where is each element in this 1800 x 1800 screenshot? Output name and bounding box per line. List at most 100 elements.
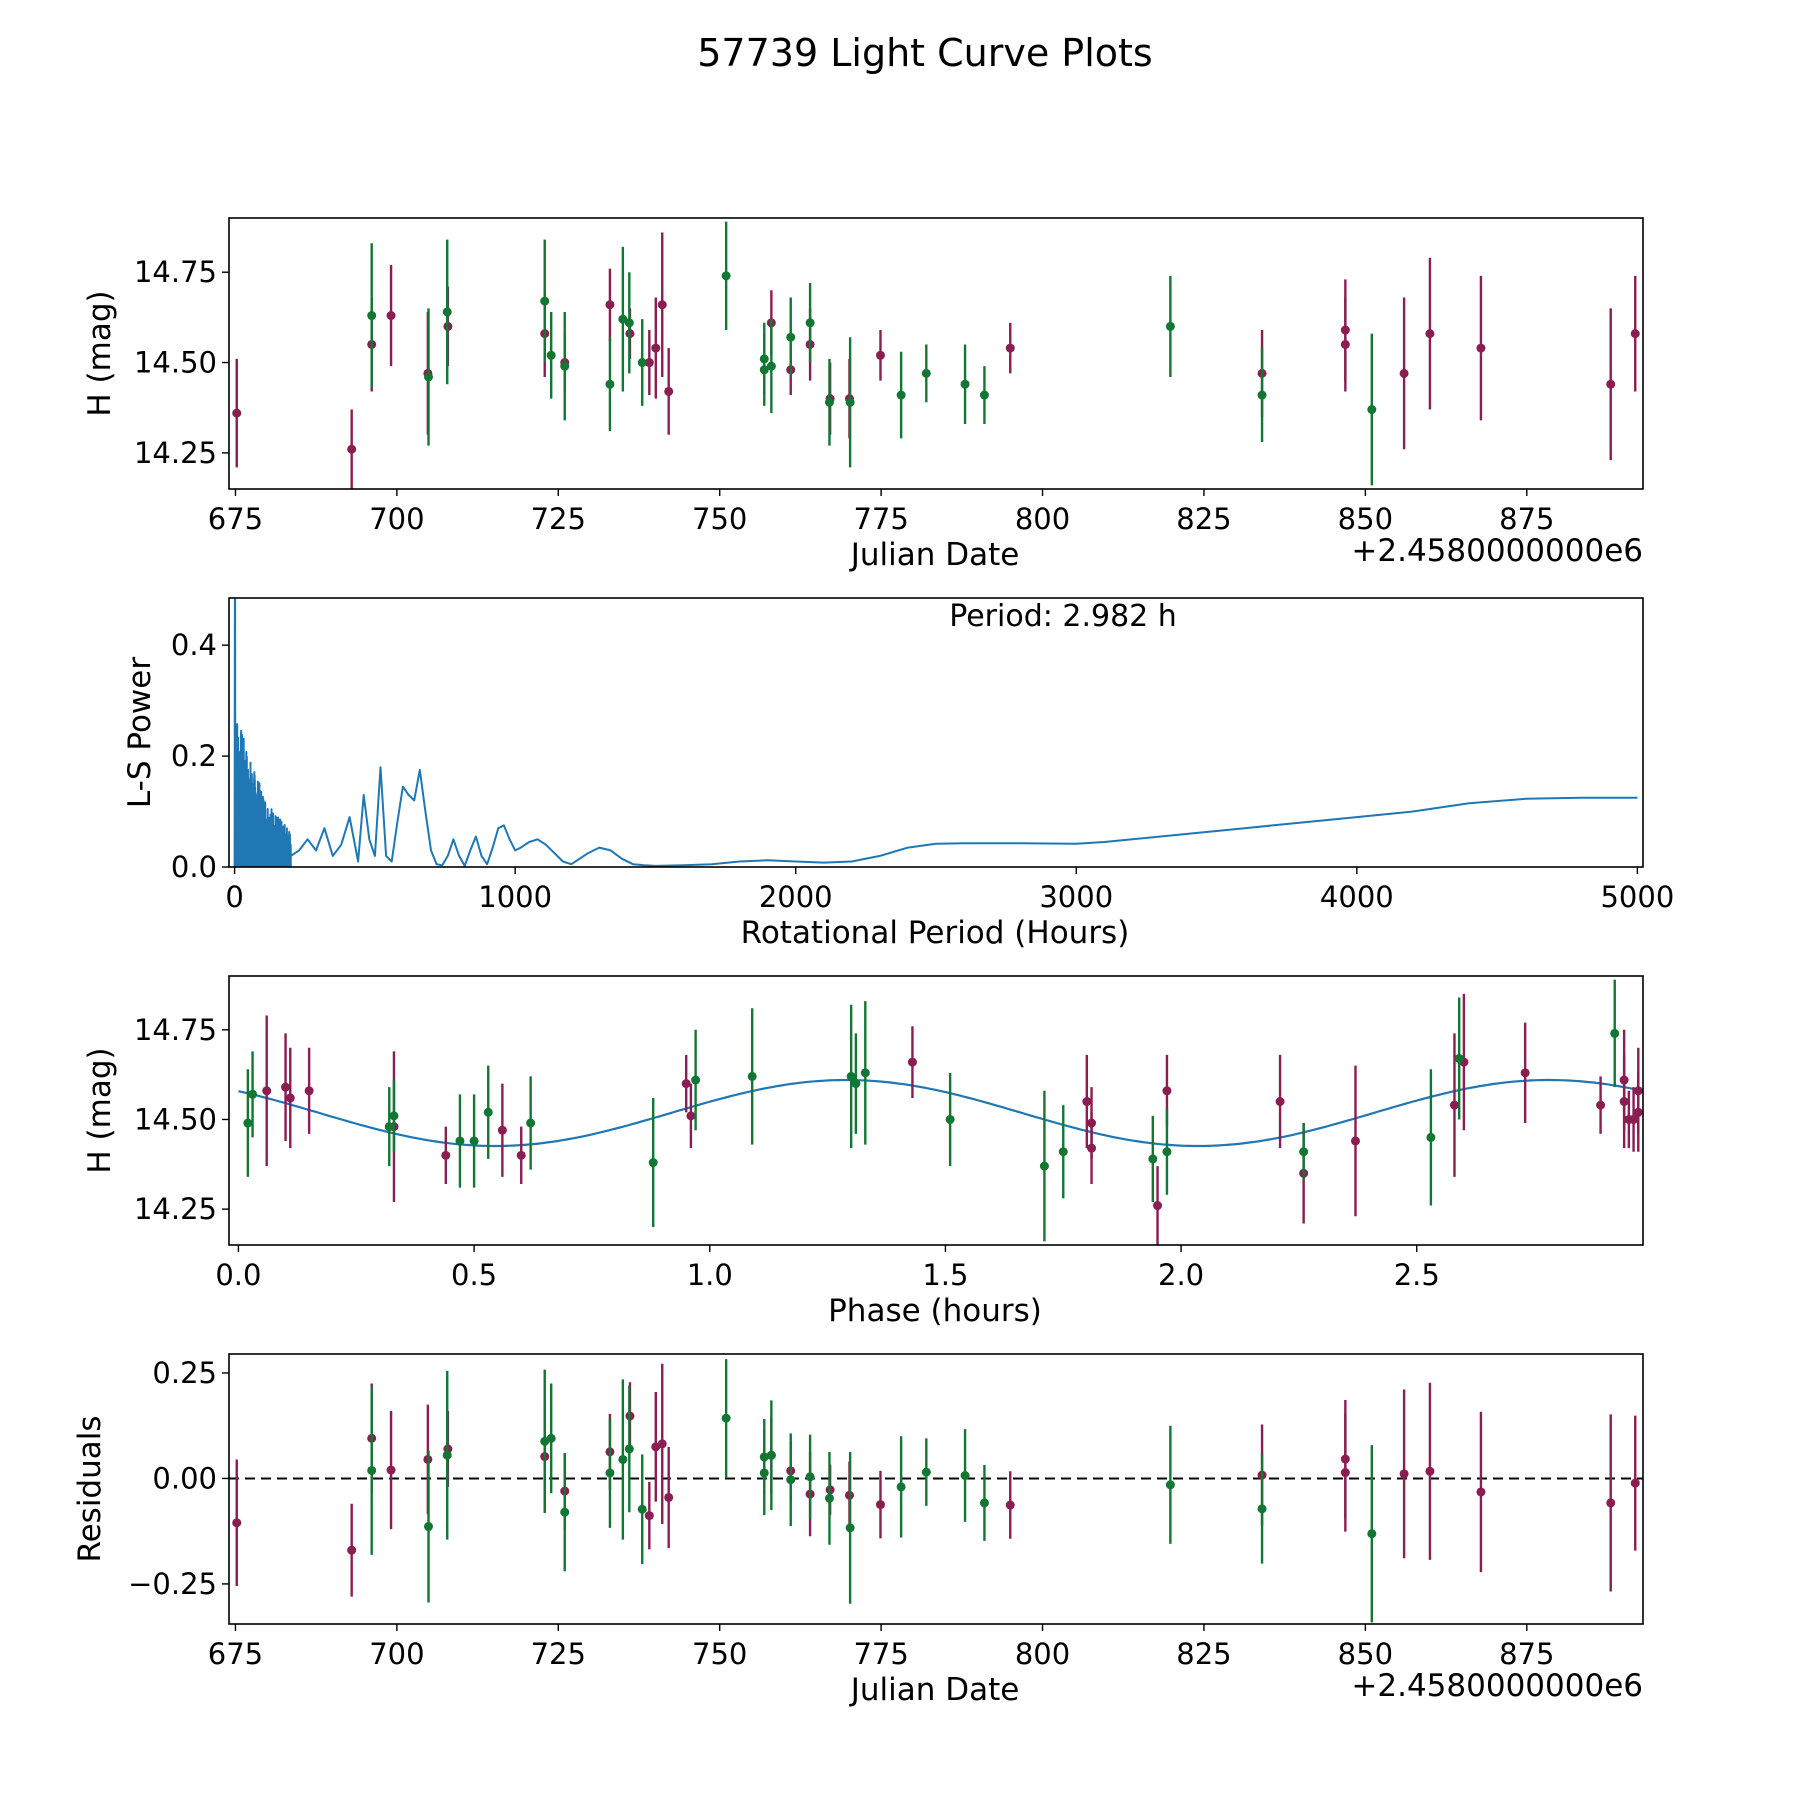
data-point [786, 1475, 796, 1485]
lightcurve-marks [232, 221, 1640, 489]
data-point [1153, 1201, 1163, 1211]
data-point [691, 1075, 701, 1085]
data-point [860, 1068, 870, 1078]
x-tick-label: 850 [1338, 1637, 1393, 1671]
data-point [1340, 339, 1350, 349]
data-point [1633, 1107, 1643, 1117]
data-point [1165, 1480, 1175, 1490]
data-point [605, 300, 615, 310]
data-point [824, 1493, 834, 1503]
data-point [424, 372, 434, 382]
x-tick-label: 800 [1015, 502, 1070, 536]
x-tick-label: 2.5 [1394, 1258, 1440, 1292]
lightcurve-xlabel: Julian Date [849, 537, 1020, 573]
y-tick-label: 0.00 [152, 1461, 217, 1495]
phased-marks [238, 979, 1643, 1245]
periodogram-panel: 0 1000 2000 3000 4000 5000 0.0 0.2 0.4 Rotationa… [122, 597, 1674, 951]
phased-axes-frame [228, 975, 1644, 1246]
x-tick-label: 825 [1176, 502, 1231, 536]
x-tick-label: 725 [531, 502, 586, 536]
data-point [1425, 1466, 1435, 1476]
data-point [851, 1079, 861, 1089]
y-tick-label: 14.25 [134, 1192, 217, 1226]
periodogram-ylabel: L-S Power [122, 657, 158, 808]
x-tick-label: 4000 [1320, 880, 1394, 914]
y-tick-label: 14.25 [134, 436, 217, 470]
data-point [1619, 1075, 1629, 1085]
x-tick-label: 725 [531, 1637, 586, 1671]
data-point [540, 296, 550, 306]
data-point [664, 386, 674, 396]
x-tick-label: 0 [225, 880, 243, 914]
data-point [657, 1439, 667, 1449]
data-point [304, 1086, 314, 1096]
data-point [960, 1471, 970, 1480]
data-point [875, 350, 885, 360]
data-point [248, 1089, 258, 1099]
data-point [1476, 1487, 1486, 1497]
data-point [805, 318, 815, 328]
x-tick-label: 775 [853, 502, 908, 536]
data-point [605, 1468, 615, 1478]
x-tick-label: 800 [1015, 1637, 1070, 1671]
data-point [766, 361, 776, 371]
data-point [1162, 1147, 1172, 1157]
data-point [721, 1413, 731, 1423]
y-tick-label: 14.75 [134, 255, 217, 289]
data-point [921, 368, 931, 378]
data-point [1630, 329, 1640, 339]
data-point [960, 379, 970, 389]
data-point [560, 361, 570, 371]
phased-ylabel: H (mag) [82, 1047, 118, 1173]
x-tick-label: 3000 [1039, 880, 1113, 914]
data-point [483, 1107, 493, 1117]
data-point [1257, 390, 1267, 400]
data-point [424, 1522, 434, 1532]
x-tick-label: 875 [1499, 502, 1554, 536]
data-point [875, 1500, 885, 1510]
data-point [1596, 1100, 1606, 1110]
x-tick-label: 1000 [478, 880, 552, 914]
data-point [232, 408, 242, 418]
x-tick-label: 875 [1499, 1637, 1554, 1671]
data-point [1162, 1086, 1172, 1096]
y-tick-label: 0.2 [171, 739, 217, 773]
data-point [516, 1150, 526, 1160]
data-point [766, 1450, 776, 1460]
residuals-xlabel: Julian Date [849, 1672, 1020, 1708]
data-point [1299, 1147, 1309, 1157]
data-point [1005, 1500, 1015, 1510]
data-point [1148, 1154, 1158, 1164]
data-point [285, 1093, 295, 1103]
data-point [1399, 368, 1409, 378]
periodogram-marks [233, 598, 1638, 867]
data-point [367, 311, 377, 321]
data-point [347, 1545, 357, 1555]
data-point [618, 1454, 628, 1464]
data-point [1275, 1097, 1285, 1107]
data-point [907, 1057, 917, 1067]
data-point [624, 1444, 634, 1454]
data-point [560, 1507, 570, 1517]
data-point [243, 1118, 253, 1128]
x-tick-label: 675 [208, 1637, 263, 1671]
data-point [389, 1111, 399, 1121]
x-tick-label: 775 [853, 1637, 908, 1671]
data-point [1520, 1068, 1530, 1078]
data-point [232, 1518, 242, 1528]
y-tick-label: 0.4 [171, 628, 217, 662]
y-tick-label: −0.25 [128, 1567, 217, 1601]
data-point [1165, 321, 1175, 331]
data-point [455, 1136, 465, 1146]
data-point [367, 1465, 377, 1475]
data-point [786, 332, 796, 342]
data-point [442, 1450, 452, 1460]
periodogram-xlabel: Rotational Period (Hours) [741, 915, 1130, 951]
data-point [546, 1433, 556, 1443]
x-tick-label: 700 [369, 502, 424, 536]
data-point [442, 307, 452, 317]
data-point [1449, 1100, 1459, 1110]
data-point [386, 1465, 396, 1475]
periodogram-line [233, 598, 1638, 867]
lightcurve-x-offset: +2.4580000000e6 [1351, 533, 1643, 569]
